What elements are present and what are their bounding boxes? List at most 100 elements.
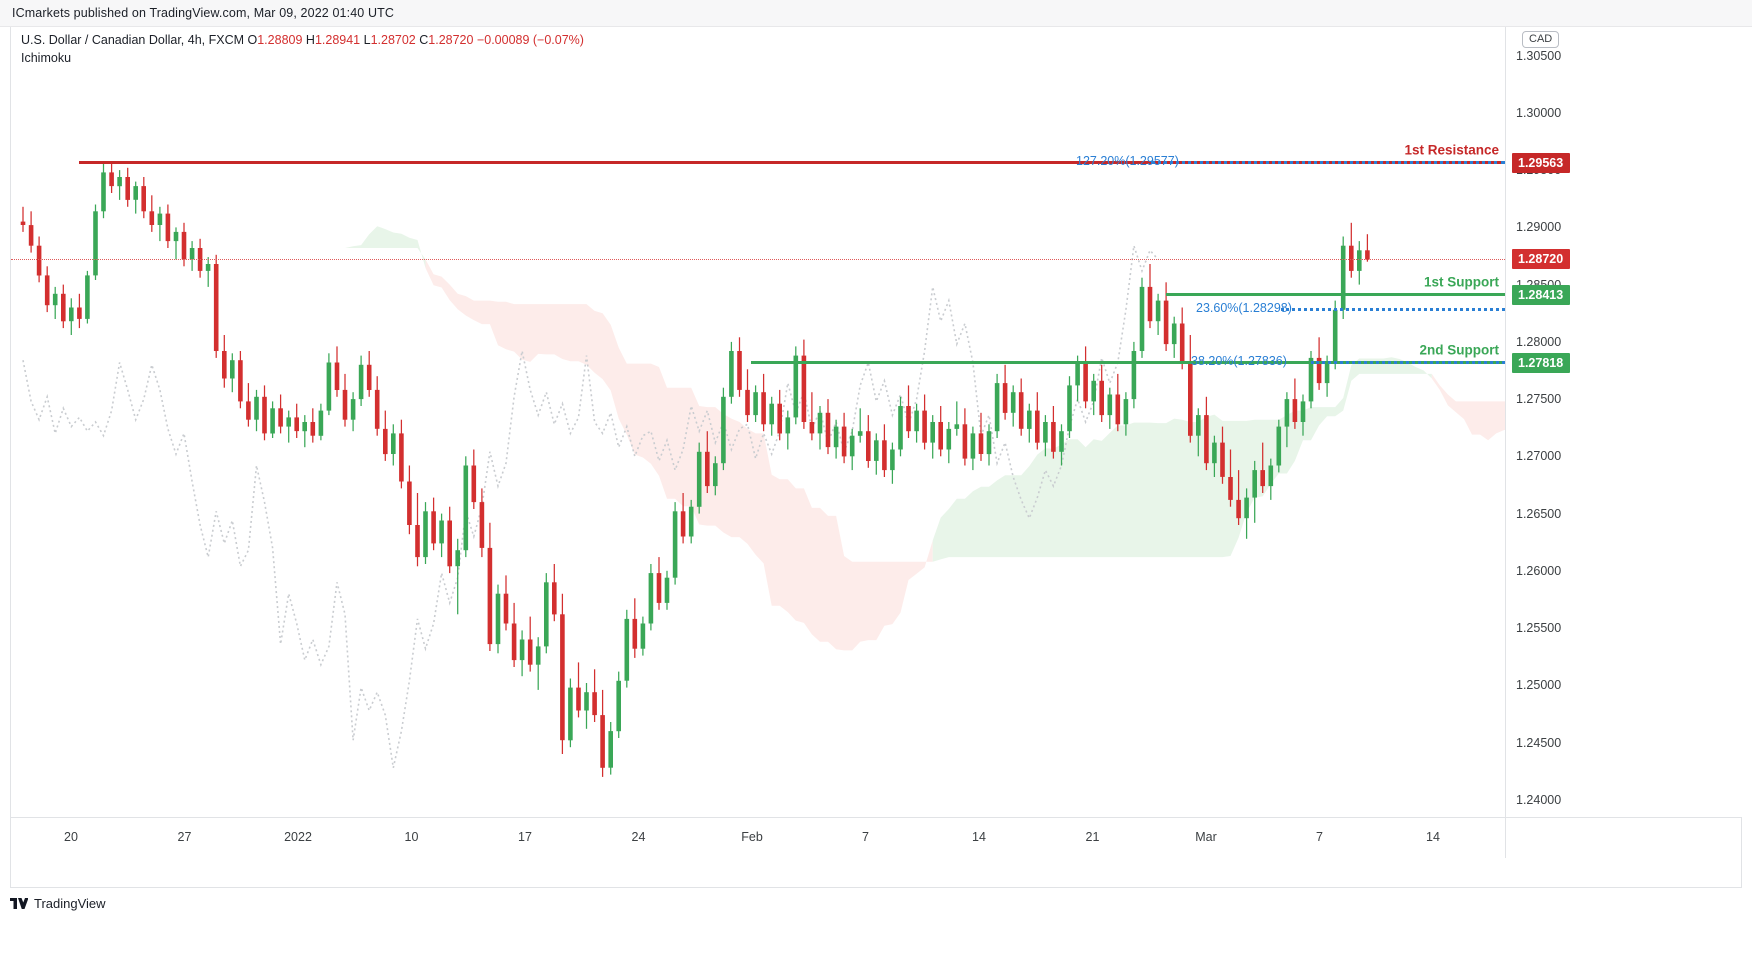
candle-body <box>350 399 356 420</box>
candle-body <box>334 362 340 390</box>
candle-body <box>431 511 436 544</box>
price-tick: 1.24000 <box>1516 792 1562 807</box>
time-tick: 17 <box>518 830 532 844</box>
candle-body <box>833 426 839 448</box>
time-tick: 10 <box>404 830 419 844</box>
candle-body <box>238 360 243 402</box>
candle-body <box>705 451 710 487</box>
candle-body <box>358 364 364 400</box>
candle-body <box>1268 465 1274 487</box>
candle-body <box>77 307 82 319</box>
candle-body <box>1035 410 1040 443</box>
candle-body <box>69 307 74 322</box>
candle-body <box>141 186 146 212</box>
candle-body <box>1027 410 1032 429</box>
candle-body <box>600 715 605 768</box>
candle-body <box>487 547 493 645</box>
candle-body <box>535 646 541 665</box>
time-tick: 7 <box>1316 830 1323 844</box>
price-axis[interactable]: CAD 1.305001.300001.295001.290001.285001… <box>1506 27 1742 817</box>
candle-body <box>1115 394 1121 425</box>
candle-body <box>616 680 621 732</box>
candle-body <box>1155 300 1161 322</box>
time-axis[interactable]: 20 27 2022 10 17 24 Feb 7 14 21 Mar 7 14 <box>11 818 1742 858</box>
candle-body <box>688 506 694 537</box>
candle-body <box>44 275 50 306</box>
candle-body <box>278 408 283 427</box>
tradingview-logo-icon <box>10 898 28 909</box>
candle-body <box>938 422 943 450</box>
candle-body <box>737 351 742 390</box>
axis-divider <box>1505 27 1506 817</box>
candle-body <box>801 355 807 422</box>
candle-body <box>495 593 501 645</box>
candle-body <box>970 433 976 459</box>
level-line-1st-resistance[interactable] <box>79 161 1505 165</box>
candle-body <box>777 403 782 434</box>
candle-body <box>656 573 662 603</box>
candle-body <box>584 692 589 711</box>
cloud-bearish-segment <box>425 259 933 651</box>
candle-body <box>560 614 565 741</box>
time-axis-divider <box>11 817 1742 818</box>
cloud-bearish-segment <box>1431 373 1505 441</box>
candle-body <box>455 550 460 567</box>
candle-body <box>93 211 98 276</box>
candle-body <box>857 431 863 436</box>
level-line-2nd-support[interactable] <box>751 361 1505 365</box>
candle-body <box>946 428 952 450</box>
candle-body <box>1300 401 1306 422</box>
candle-body <box>383 428 388 455</box>
price-tick: 1.26500 <box>1516 506 1562 521</box>
candle-body <box>1171 323 1177 345</box>
candle-body <box>1316 357 1322 384</box>
candle-body <box>310 422 316 436</box>
candle-body <box>1220 442 1225 477</box>
candle-body <box>133 186 138 200</box>
ichimoku-cloud <box>23 219 1505 651</box>
time-tick: Feb <box>741 830 763 844</box>
time-tick: 20 <box>64 830 78 844</box>
candle-body <box>769 403 774 425</box>
candle-body <box>849 435 855 457</box>
candle-body <box>125 177 130 200</box>
candle-body <box>624 618 630 681</box>
fibonacci-line[interactable] <box>1151 161 1505 165</box>
candle-body <box>1018 392 1024 429</box>
candle-body <box>1228 477 1233 500</box>
candle-body <box>1002 383 1008 413</box>
chart-frame: 1st Resistance 1st Support 2nd Support 127.… <box>10 27 1742 888</box>
candle-body <box>1252 470 1257 498</box>
candle-body <box>439 520 444 544</box>
candle-body <box>1043 422 1048 443</box>
candle-body <box>753 392 758 416</box>
fibonacci-label: 23.60%(1.28298) <box>1196 300 1292 315</box>
candle-body <box>1010 392 1016 413</box>
candle-body <box>527 639 533 665</box>
footer-brand: TradingView <box>34 896 106 911</box>
candle-body <box>680 511 686 537</box>
candle-body <box>447 520 452 567</box>
candle-body <box>1204 415 1209 464</box>
last-price-line <box>11 259 1505 261</box>
candle-body <box>1324 362 1330 384</box>
candle-body <box>173 231 179 242</box>
candle-body <box>954 424 960 429</box>
candle-body <box>52 293 58 306</box>
publish-bar: ICmarkets published on TradingView.com, … <box>0 0 1752 27</box>
level-line-1st-support[interactable] <box>1166 293 1505 297</box>
fibonacci-line[interactable] <box>1281 307 1505 311</box>
plot-area[interactable]: 1st Resistance 1st Support 2nd Support 127.… <box>11 27 1505 817</box>
price-tick: 1.24500 <box>1516 735 1562 750</box>
candle-body <box>1260 470 1265 487</box>
currency-badge[interactable]: CAD <box>1522 31 1560 48</box>
candle-body <box>841 426 847 457</box>
fibonacci-label: 38.20%(1.27836) <box>1191 353 1287 368</box>
candle-body <box>519 639 525 661</box>
candle-body <box>471 465 477 503</box>
time-tick: 2022 <box>284 830 312 844</box>
fibonacci-line[interactable] <box>1311 360 1505 364</box>
time-tick: 14 <box>1426 830 1440 844</box>
candle-body <box>1357 250 1362 271</box>
candle-body <box>785 417 791 434</box>
